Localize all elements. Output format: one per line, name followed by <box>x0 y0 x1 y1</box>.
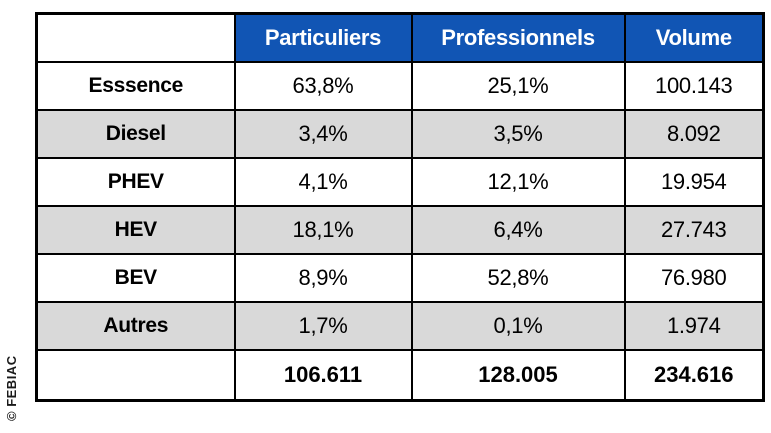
cell-value: 1,7% <box>233 300 413 351</box>
cell-value: 100.143 <box>623 60 765 111</box>
cell-value: 8,9% <box>233 252 413 303</box>
row-label: Diesel <box>35 108 236 159</box>
total-particuliers: 106.611 <box>233 348 413 402</box>
cell-value: 25,1% <box>410 60 626 111</box>
row-label: BEV <box>35 252 236 303</box>
table-row-phev: PHEV 4,1% 12,1% 19.954 <box>35 156 765 207</box>
table-row-essence: Esssence 63,8% 25,1% 100.143 <box>35 60 765 111</box>
cell-value: 18,1% <box>233 204 413 255</box>
row-label: Autres <box>35 300 236 351</box>
row-label: PHEV <box>35 156 236 207</box>
cell-value: 8.092 <box>623 108 765 159</box>
cell-value: 19.954 <box>623 156 765 207</box>
total-volume: 234.616 <box>623 348 765 402</box>
header-volume: Volume <box>623 12 765 63</box>
row-label: Esssence <box>35 60 236 111</box>
cell-value: 63,8% <box>233 60 413 111</box>
cell-value: 0,1% <box>410 300 626 351</box>
febiac-copyright: © FEBIAC <box>4 355 19 421</box>
cell-value: 12,1% <box>410 156 626 207</box>
header-particuliers: Particuliers <box>233 12 413 63</box>
table-row-diesel: Diesel 3,4% 3,5% 8.092 <box>35 108 765 159</box>
table-row-bev: BEV 8,9% 52,8% 76.980 <box>35 252 765 303</box>
total-professionnels: 128.005 <box>410 348 626 402</box>
cell-value: 1.974 <box>623 300 765 351</box>
cell-value: 76.980 <box>623 252 765 303</box>
fuel-type-table: Particuliers Professionnels Volume Essse… <box>35 12 765 402</box>
table-row-hev: HEV 18,1% 6,4% 27.743 <box>35 204 765 255</box>
header-professionnels: Professionnels <box>410 12 626 63</box>
row-label: HEV <box>35 204 236 255</box>
cell-value: 4,1% <box>233 156 413 207</box>
cell-value: 52,8% <box>410 252 626 303</box>
total-label <box>35 348 236 402</box>
cell-value: 3,5% <box>410 108 626 159</box>
cell-value: 3,4% <box>233 108 413 159</box>
table-row-autres: Autres 1,7% 0,1% 1.974 <box>35 300 765 351</box>
cell-value: 6,4% <box>410 204 626 255</box>
header-corner-cell <box>35 12 236 63</box>
table-row-totals: 106.611 128.005 234.616 <box>35 348 765 402</box>
cell-value: 27.743 <box>623 204 765 255</box>
table-header-row: Particuliers Professionnels Volume <box>35 12 765 63</box>
